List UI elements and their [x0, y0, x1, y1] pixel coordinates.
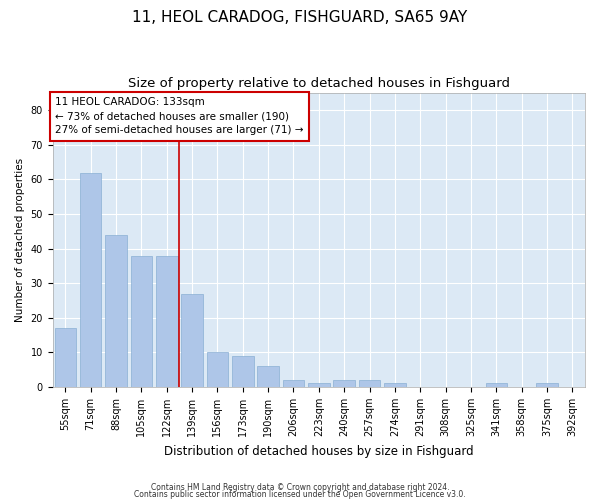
Text: Contains HM Land Registry data © Crown copyright and database right 2024.: Contains HM Land Registry data © Crown c…	[151, 484, 449, 492]
Bar	[308, 384, 329, 387]
Bar	[384, 384, 406, 387]
Bar	[536, 384, 558, 387]
Bar	[485, 384, 507, 387]
Bar	[232, 356, 254, 387]
Bar	[206, 352, 228, 387]
Bar	[359, 380, 380, 387]
Y-axis label: Number of detached properties: Number of detached properties	[15, 158, 25, 322]
Bar	[257, 366, 279, 387]
Bar	[181, 294, 203, 387]
Bar	[80, 172, 101, 387]
X-axis label: Distribution of detached houses by size in Fishguard: Distribution of detached houses by size …	[164, 444, 473, 458]
Text: 11, HEOL CARADOG, FISHGUARD, SA65 9AY: 11, HEOL CARADOG, FISHGUARD, SA65 9AY	[133, 10, 467, 25]
Bar	[55, 328, 76, 387]
Bar	[334, 380, 355, 387]
Bar	[156, 256, 178, 387]
Text: Contains public sector information licensed under the Open Government Licence v3: Contains public sector information licen…	[134, 490, 466, 499]
Text: 11 HEOL CARADOG: 133sqm
← 73% of detached houses are smaller (190)
27% of semi-d: 11 HEOL CARADOG: 133sqm ← 73% of detache…	[55, 98, 304, 136]
Bar	[283, 380, 304, 387]
Bar	[105, 235, 127, 387]
Title: Size of property relative to detached houses in Fishguard: Size of property relative to detached ho…	[128, 78, 510, 90]
Bar	[131, 256, 152, 387]
